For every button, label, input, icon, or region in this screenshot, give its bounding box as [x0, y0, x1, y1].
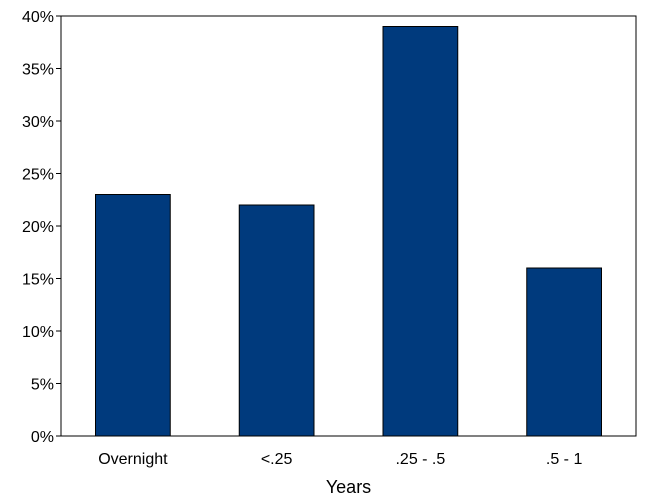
y-tick-label: 25%: [22, 167, 54, 184]
y-tick-label: 20%: [22, 219, 54, 236]
x-tick-label: .5 - 1: [546, 451, 583, 468]
y-tick-label: 15%: [22, 272, 54, 289]
y-tick-label: 5%: [31, 377, 54, 394]
x-tick-label: Overnight: [98, 451, 168, 468]
y-axis: 0% 5% 10% 15% 20% 25% 30% 35% 40%: [22, 9, 61, 446]
x-axis: Overnight <.25 .25 - .5 .5 - 1: [98, 451, 582, 468]
y-tick-label: 40%: [22, 9, 54, 26]
x-axis-title: Years: [326, 477, 371, 497]
y-tick-label: 10%: [22, 324, 54, 341]
x-tick-label: .25 - .5: [395, 451, 445, 468]
bar-3: [526, 267, 602, 437]
y-tick-label: 30%: [22, 114, 54, 131]
bar-2: [382, 26, 459, 437]
x-tick-label: <.25: [261, 451, 293, 468]
y-tick-label: 0%: [31, 429, 54, 446]
bar-1: [238, 204, 315, 437]
bars-layer: [95, 26, 602, 437]
bar-0: [95, 194, 171, 437]
y-tick-label: 35%: [22, 62, 54, 79]
